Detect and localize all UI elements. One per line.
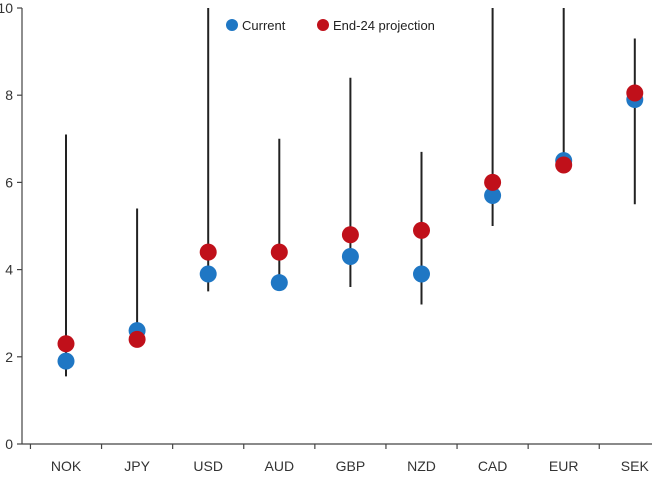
point-current xyxy=(270,274,288,292)
legend: Current End-24 projection xyxy=(226,18,435,33)
x-tick-label: CAD xyxy=(478,458,508,474)
y-tick-label: 2 xyxy=(5,349,13,365)
y-tick-label: 6 xyxy=(5,174,13,190)
y-ticks: 0 2 4 6 8 10 xyxy=(0,0,22,452)
x-tick-label: GBP xyxy=(336,458,366,474)
point-projection xyxy=(341,226,359,244)
y-tick-label: 8 xyxy=(5,87,13,103)
x-tick-label: JPY xyxy=(124,458,150,474)
legend-label-current: Current xyxy=(242,18,286,33)
x-tick-label: SEK xyxy=(621,458,650,474)
point-projection xyxy=(626,84,644,102)
point-projection xyxy=(413,221,430,239)
y-tick-label: 4 xyxy=(5,262,13,278)
axes xyxy=(21,8,652,445)
point-projection xyxy=(57,335,75,353)
point-projection xyxy=(555,156,573,174)
point-projection xyxy=(199,243,217,261)
point-projection xyxy=(270,243,288,261)
data-points xyxy=(57,84,644,370)
y-tick-label: 0 xyxy=(5,436,13,452)
point-projection xyxy=(484,173,502,191)
point-current xyxy=(341,248,359,266)
point-current xyxy=(484,186,502,204)
x-ticks: NOK JPY USD AUD GBP NZD CAD EUR SEK xyxy=(29,444,650,474)
point-current xyxy=(413,265,430,283)
point-current xyxy=(57,352,75,370)
point-projection xyxy=(128,330,146,348)
y-tick-label: 10 xyxy=(0,0,13,16)
x-tick-label: EUR xyxy=(549,458,579,474)
legend-marker-projection xyxy=(317,19,329,31)
x-tick-label: USD xyxy=(193,458,223,474)
range-lines xyxy=(65,8,636,377)
point-current xyxy=(199,265,217,283)
legend-label-projection: End-24 projection xyxy=(333,18,435,33)
x-tick-label: NZD xyxy=(407,458,436,474)
x-tick-label: AUD xyxy=(265,458,295,474)
legend-marker-current xyxy=(226,19,238,31)
x-tick-label: NOK xyxy=(51,458,82,474)
